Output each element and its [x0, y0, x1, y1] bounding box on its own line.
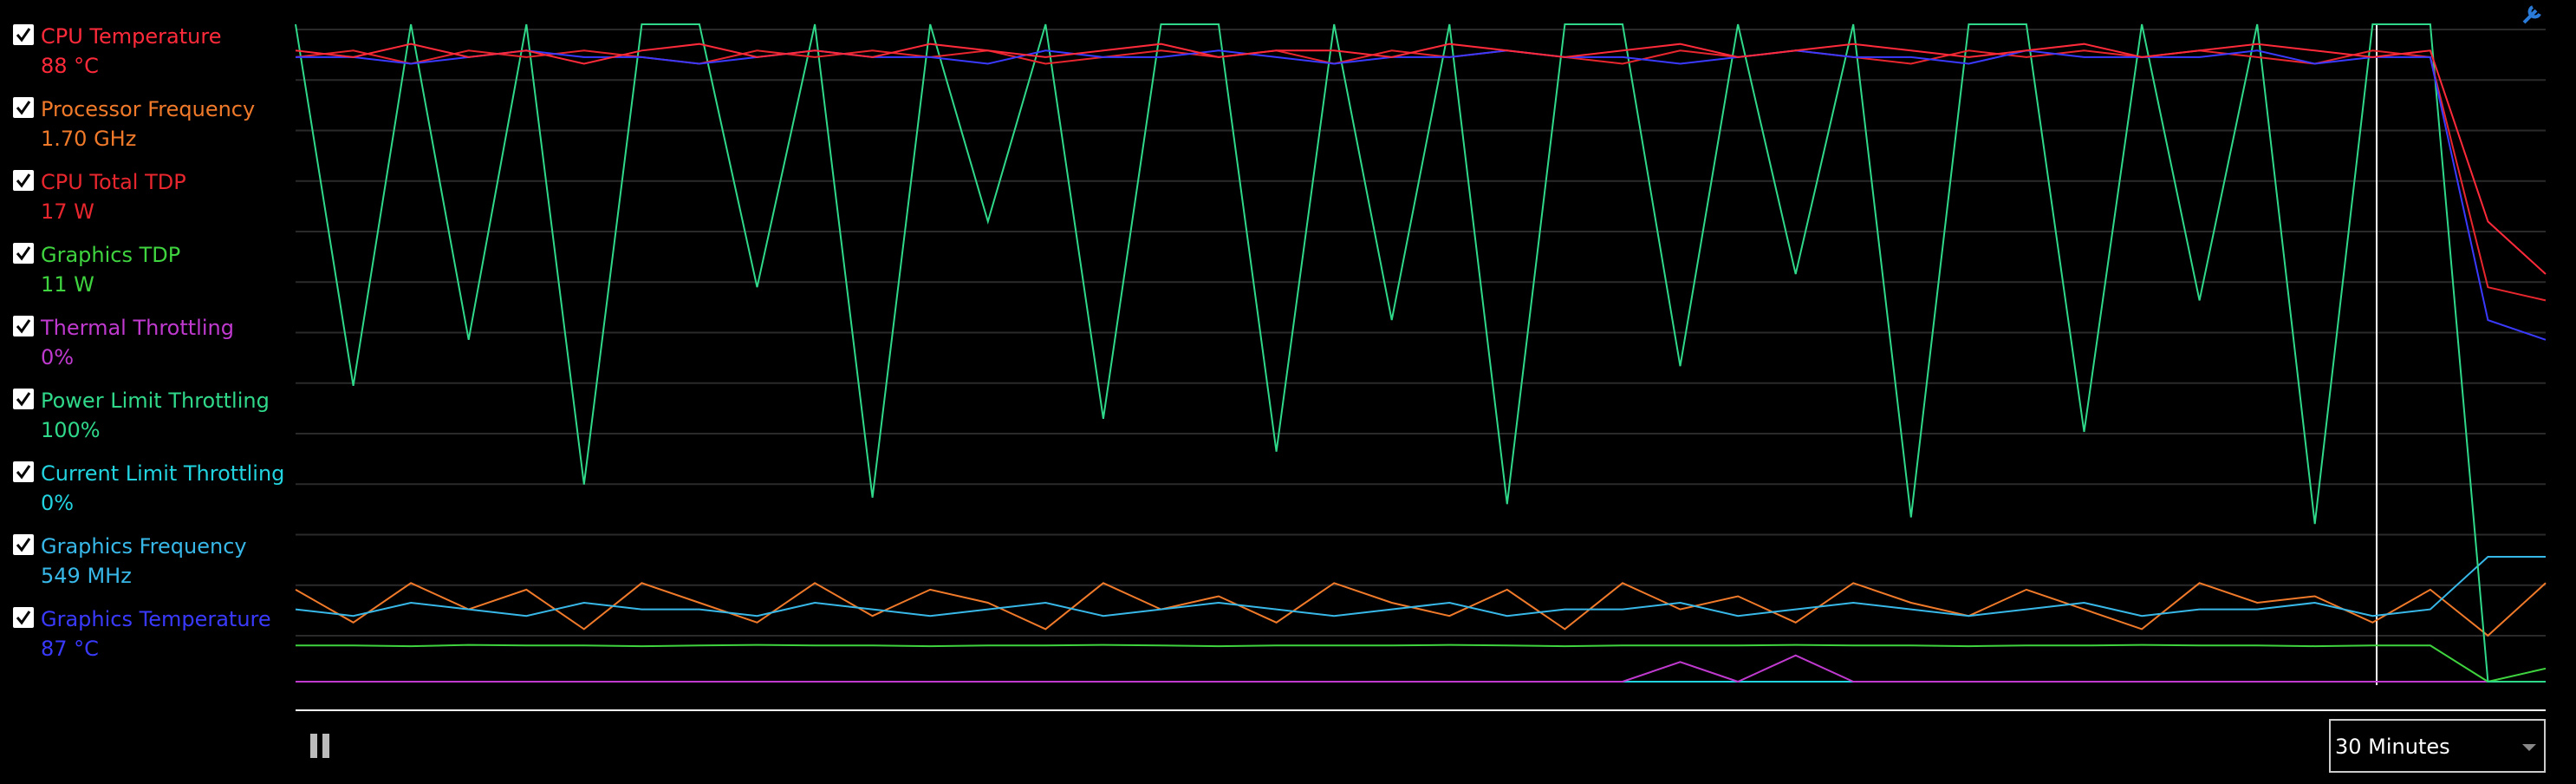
checkbox[interactable] [13, 534, 34, 555]
legend-label: Processor Frequency [41, 97, 255, 121]
legend-item[interactable]: CPU Total TDP 17 W [13, 170, 186, 224]
legend-label: CPU Total TDP [41, 170, 186, 194]
legend-item[interactable]: Processor Frequency 1.70 GHz [13, 97, 255, 151]
legend-value: 0% [41, 491, 74, 515]
legend-value: 1.70 GHz [41, 127, 136, 151]
legend-value: 17 W [41, 199, 94, 224]
checkbox[interactable] [13, 243, 34, 264]
legend-value: 549 MHz [41, 564, 132, 588]
grid [296, 29, 2546, 637]
wrench [2522, 5, 2541, 24]
series-line [295, 42, 2547, 275]
series-line [296, 644, 2547, 683]
settings-icon[interactable] [2522, 5, 2541, 24]
legend-item[interactable]: Current Limit Throttling 0% [13, 461, 284, 515]
legend-value: 0% [41, 345, 74, 369]
legend-item[interactable]: Power Limit Throttling 100% [13, 389, 270, 442]
checkmark [16, 611, 31, 625]
checkbox[interactable] [13, 97, 34, 118]
legend-label: Graphics TDP [41, 243, 180, 267]
pause-button[interactable] [310, 734, 329, 758]
checkbox[interactable] [13, 24, 34, 45]
series-line [295, 23, 2546, 683]
checkmark [16, 465, 31, 480]
legend-item[interactable]: Graphics Temperature 87 °C [13, 607, 271, 661]
legend-item[interactable]: CPU Temperature 88 °C [13, 24, 221, 78]
legend: CPU Temperature 88 °C Processor Frequency 1… [13, 24, 284, 661]
series-line [295, 582, 2547, 637]
plot-lines [295, 23, 2547, 683]
pause-bar [322, 734, 329, 758]
dropdown-arrow [2522, 744, 2536, 751]
legend-value: 87 °C [41, 637, 99, 661]
checkmark [16, 101, 31, 115]
checkmark [16, 173, 31, 188]
legend-label: Graphics Temperature [41, 607, 271, 631]
pause-bar [310, 734, 317, 758]
legend-value: 88 °C [41, 54, 99, 78]
legend-label: Current Limit Throttling [41, 461, 284, 486]
legend-item[interactable]: Graphics Frequency 549 MHz [13, 534, 247, 588]
checkbox[interactable] [13, 389, 34, 409]
checkmark [16, 538, 31, 552]
checkbox[interactable] [13, 316, 34, 336]
legend-label: Power Limit Throttling [41, 389, 270, 413]
checkmark [16, 392, 31, 407]
dropdown-box [2329, 719, 2546, 773]
checkbox[interactable] [13, 170, 34, 191]
checkmark [16, 28, 31, 42]
legend-item[interactable]: Thermal Throttling 0% [13, 316, 234, 369]
legend-item[interactable]: Graphics TDP 11 W [13, 243, 180, 297]
checkmark [16, 319, 31, 334]
checkmark [16, 246, 31, 261]
legend-label: Graphics Frequency [41, 534, 247, 559]
legend-value: 11 W [41, 272, 94, 297]
dropdown-label: 30 Minutes [2335, 735, 2450, 759]
legend-value: 100% [41, 418, 101, 442]
checkbox[interactable] [13, 461, 34, 482]
series-line [296, 654, 2546, 683]
series-line [295, 556, 2546, 617]
legend-label: CPU Temperature [41, 24, 221, 49]
legend-label: Thermal Throttling [40, 316, 234, 340]
time-range-dropdown[interactable]: 30 Minutes [2329, 719, 2546, 773]
series-line [296, 49, 2547, 341]
checkbox[interactable] [13, 607, 34, 628]
